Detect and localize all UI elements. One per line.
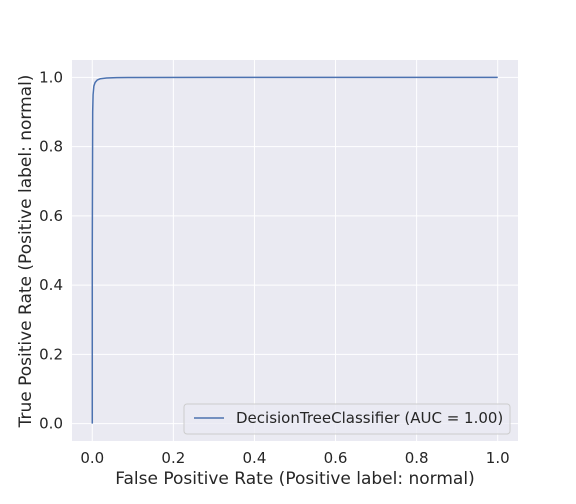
- y-tick-labels: 0.0 0.2 0.4 0.6 0.8 1.0: [39, 68, 63, 432]
- y-tick-label: 0.6: [39, 207, 63, 225]
- roc-curve-line: [91, 76, 498, 424]
- plot-background: [72, 60, 518, 441]
- y-tick-label: 0.8: [39, 138, 63, 156]
- x-tick-label: 1.0: [486, 449, 510, 467]
- legend: DecisionTreeClassifier (AUC = 1.00): [183, 403, 511, 435]
- x-tick-labels: 0.0 0.2 0.4 0.6 0.8 1.0: [80, 449, 509, 467]
- y-tick-label: 1.0: [39, 68, 63, 86]
- x-tick-label: 0.8: [405, 449, 429, 467]
- y-tick-label: 0.4: [39, 276, 63, 294]
- x-axis-label: False Positive Rate (Positive label: nor…: [115, 469, 474, 489]
- x-tick-label: 0.6: [324, 449, 348, 467]
- y-tick-label: 0.0: [39, 415, 63, 433]
- legend-box: [183, 403, 511, 435]
- y-tick-label: 0.2: [39, 345, 63, 363]
- series-layer: [91, 76, 498, 424]
- x-tick-label: 0.0: [80, 449, 104, 467]
- x-tick-label: 0.2: [161, 449, 185, 467]
- x-tick-label: 0.4: [243, 449, 267, 467]
- y-axis-label: True Positive Rate (Positive label: norm…: [16, 75, 36, 429]
- legend-label: DecisionTreeClassifier (AUC = 1.00): [236, 409, 503, 427]
